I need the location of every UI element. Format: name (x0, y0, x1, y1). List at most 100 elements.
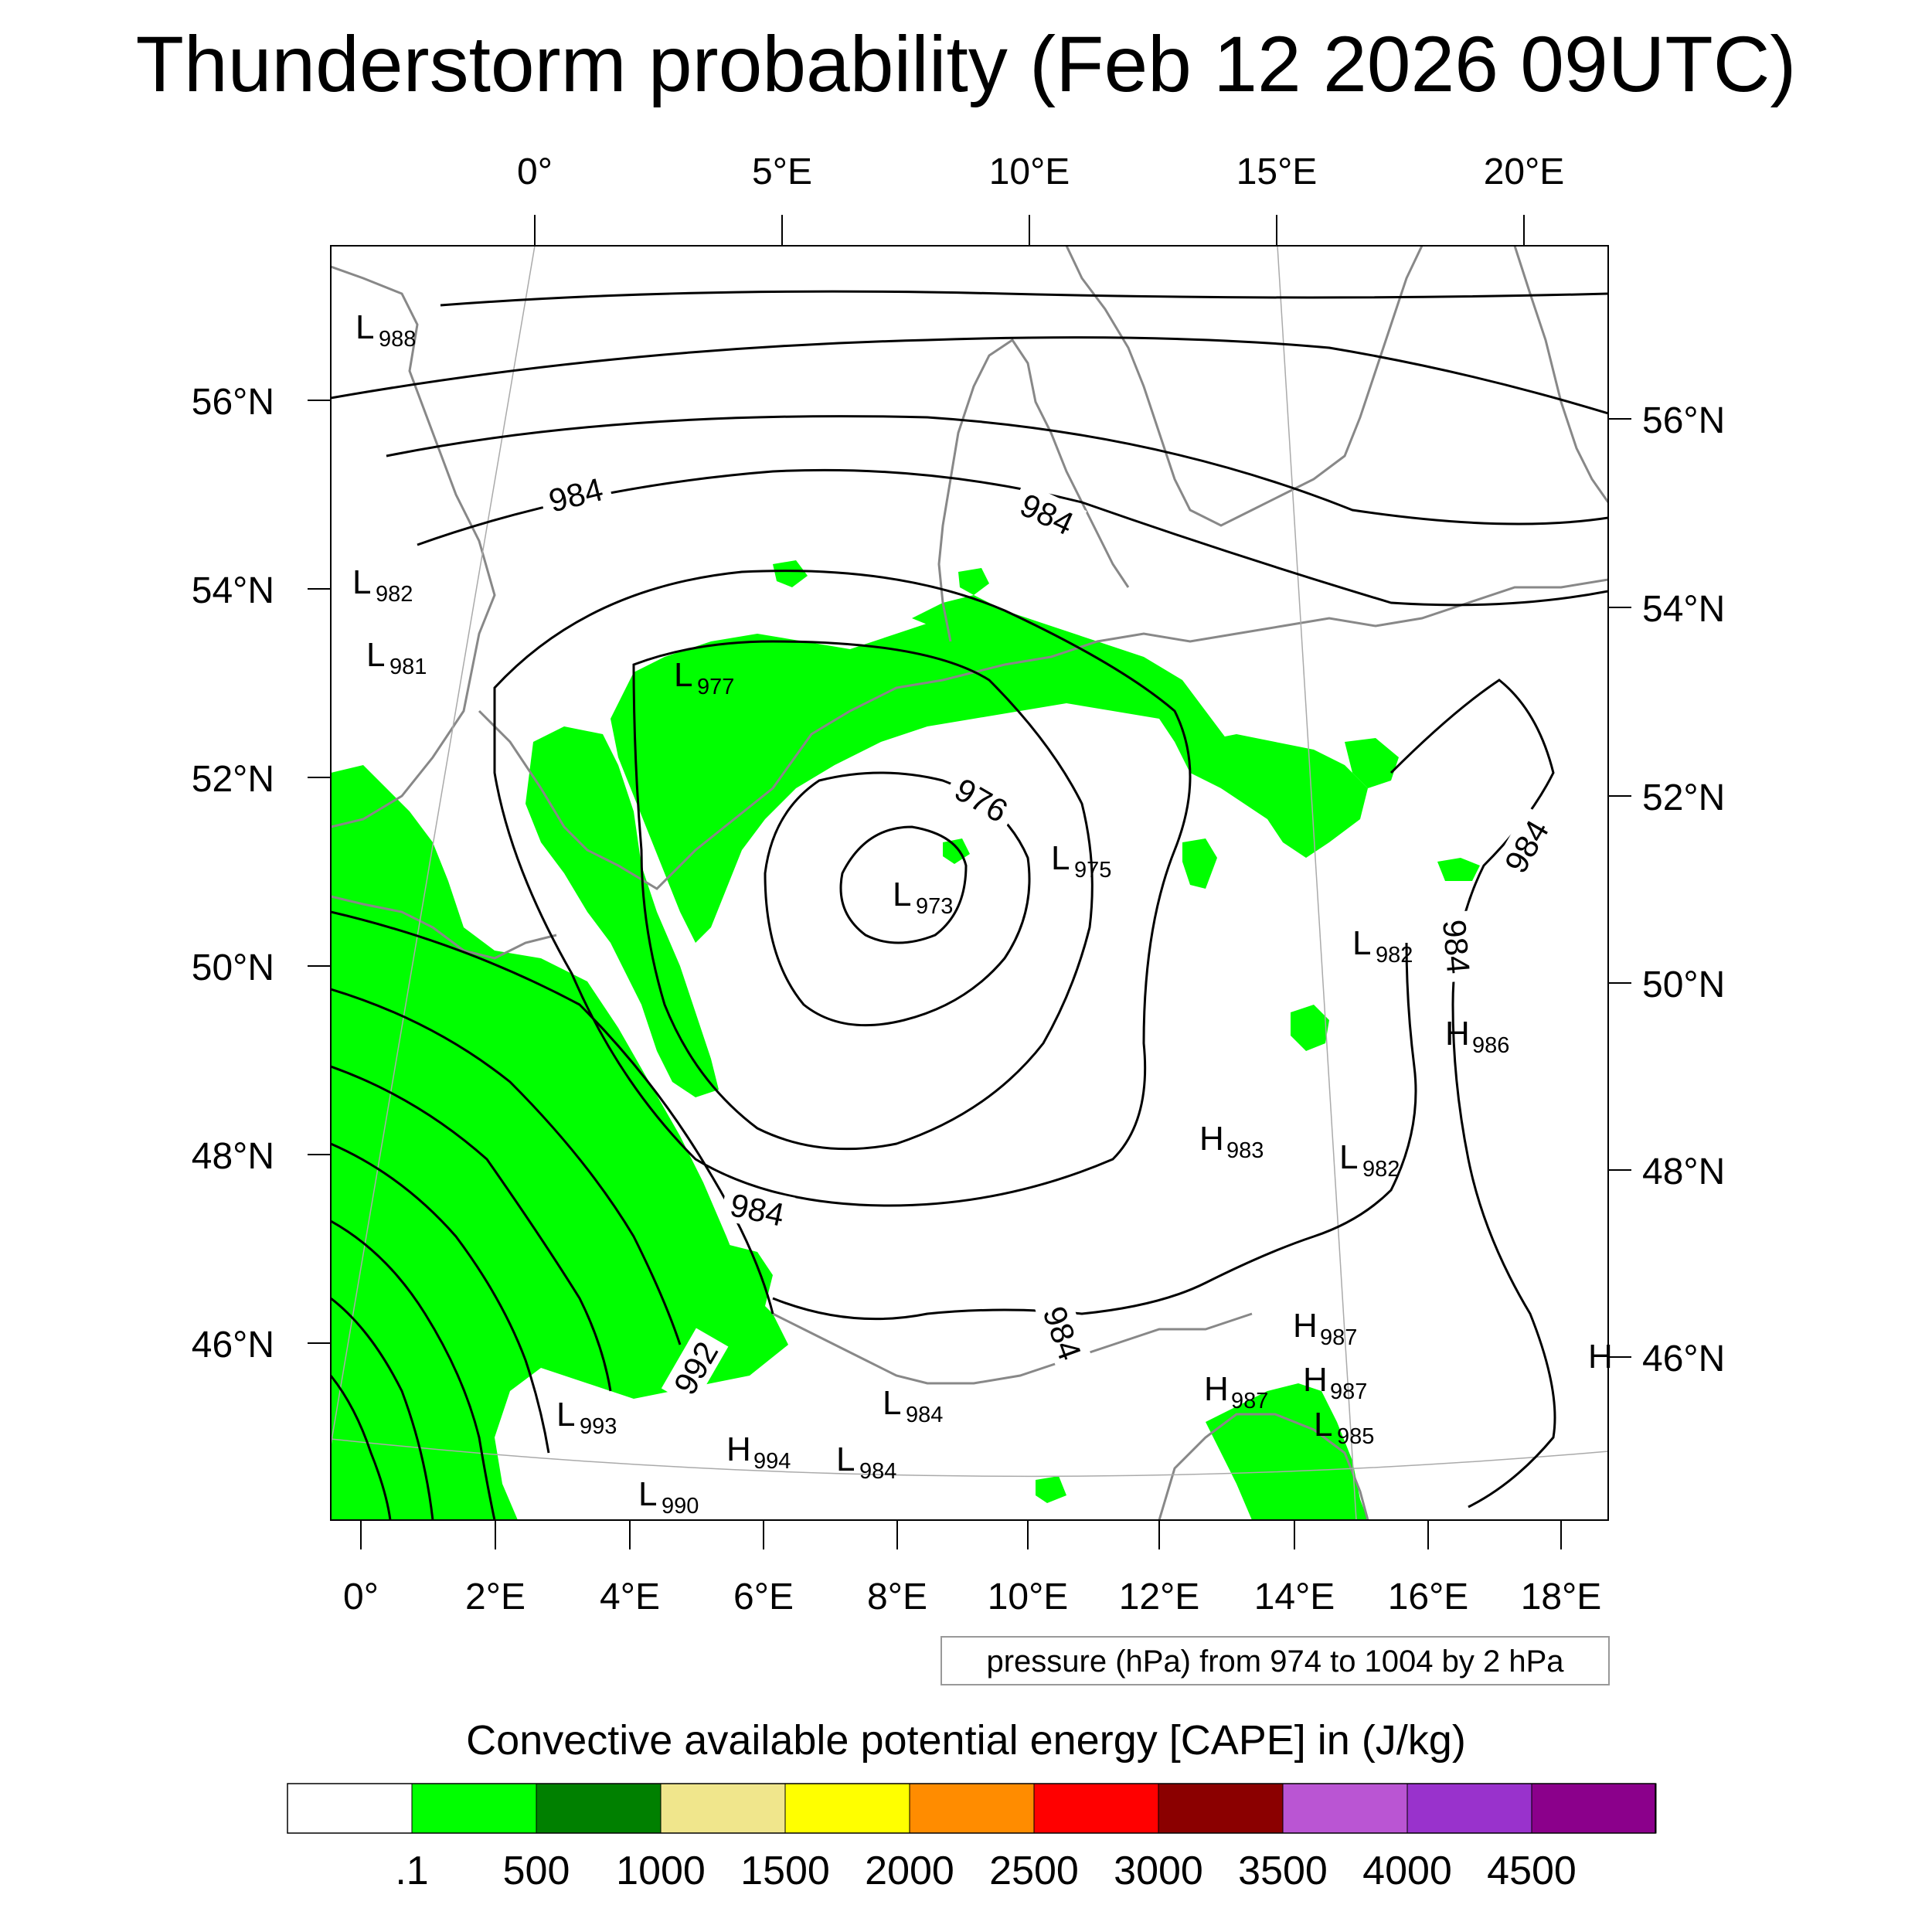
isobar-976-ring (764, 771, 1031, 1027)
svg-text:986: 986 (1472, 1033, 1509, 1058)
left-axis-label: 56°N (192, 382, 274, 423)
border-alps (772, 1312, 1253, 1385)
cape-region-adriatic (1206, 1383, 1368, 1520)
colorbar-ticks: .1 500 1000 1500 2000 2500 3000 3500 400… (395, 1849, 1577, 1893)
right-axis-label: 56°N (1642, 400, 1725, 441)
bottom-axis-label: 0° (343, 1577, 379, 1617)
cape-region-netherlands-germany (611, 618, 1175, 943)
bottom-axis-label: 16°E (1388, 1577, 1469, 1617)
pressure-center: H 994 (726, 1430, 791, 1474)
cape-region-southwest (331, 765, 788, 1520)
left-axis-label: 52°N (192, 759, 274, 800)
isobar-southwest-5 (331, 1219, 496, 1520)
colorbar-tick-label: 2500 (989, 1849, 1079, 1893)
isobar-south-alps (772, 942, 1417, 1321)
svg-text:973: 973 (916, 894, 953, 919)
pressure-center: L 982 (352, 563, 413, 607)
isobar-980-ring (632, 640, 1094, 1151)
pressure-center: L 984 (883, 1384, 943, 1427)
pressure-centers: L 988 L 982 L 981 L 977 L 973 L 975 L 982 H 986 … (352, 308, 1613, 1519)
colorbar-swatch (1282, 1783, 1408, 1834)
colorbar-tick-label: 1000 (616, 1849, 706, 1893)
pressure-center: L 981 (366, 636, 427, 679)
colorbar-swatch (1406, 1783, 1532, 1834)
contour-label-984-east-lower: 984 (1436, 918, 1477, 975)
bottom-axis-label: 10°E (988, 1577, 1069, 1617)
isobar-north-1 (440, 290, 1608, 307)
top-axis-label: 20°E (1484, 151, 1565, 192)
svg-text:H: H (1445, 1015, 1470, 1053)
svg-text:L: L (355, 308, 374, 346)
colorbar-swatch (1158, 1783, 1284, 1834)
svg-text:L: L (1352, 924, 1371, 962)
svg-text:982: 982 (376, 582, 413, 607)
pressure-center: H 983 (1199, 1120, 1264, 1163)
bottom-axis: 0° 2°E 4°E 6°E 8°E 10°E 12°E 14°E 16°E 1… (343, 1520, 1601, 1617)
svg-text:990: 990 (662, 1494, 699, 1519)
svg-text:984: 984 (906, 1403, 943, 1427)
svg-text:L: L (556, 1396, 575, 1434)
colorbar-frame (287, 1783, 1656, 1834)
svg-text:988: 988 (379, 327, 416, 352)
bottom-axis-label: 18°E (1521, 1577, 1602, 1617)
pressure-center: H 986 (1445, 1015, 1509, 1058)
pressure-center: H 987 (1204, 1370, 1268, 1413)
svg-text:993: 993 (580, 1414, 617, 1439)
bottom-axis-label: 4°E (600, 1577, 660, 1617)
left-axis-label: 46°N (192, 1325, 274, 1366)
colorbar: Convective available potential energy [C… (287, 1717, 1657, 1893)
colorbar-swatch (784, 1783, 910, 1834)
svg-text:H: H (1303, 1361, 1328, 1399)
svg-text:987: 987 (1231, 1389, 1268, 1413)
pressure-center: L 984 (836, 1440, 896, 1484)
cape-region-poland-east (1345, 738, 1399, 788)
pressure-center: L 973 (893, 876, 953, 919)
isobar-southwest-4 (331, 1142, 550, 1454)
colorbar-swatch (909, 1783, 1035, 1834)
cape-region-alps (719, 1244, 773, 1314)
pressure-center: L 975 (1051, 839, 1111, 883)
svg-text:L: L (674, 656, 692, 694)
figure-title: Thunderstorm probability (Feb 12 2026 09… (136, 20, 1797, 108)
pressure-center: L 977 (674, 656, 734, 699)
parallel-45n (331, 1438, 1608, 1478)
svg-text:L: L (883, 1384, 901, 1422)
colorbar-tick-label: 3500 (1238, 1849, 1328, 1893)
cape-region-czech (1291, 1005, 1329, 1051)
pressure-center: L 993 (556, 1396, 617, 1439)
right-axis-label: 54°N (1642, 589, 1725, 630)
svg-text:982: 982 (1376, 943, 1413, 968)
pressure-center: L 982 (1339, 1138, 1400, 1182)
right-axis-label: 48°N (1642, 1151, 1725, 1192)
svg-text:985: 985 (1337, 1424, 1374, 1449)
contour-info-text: pressure (hPa) from 974 to 1004 by 2 hPa (986, 1645, 1564, 1679)
pressure-center: L 988 (355, 308, 416, 352)
colorbar-tick-label: 4000 (1362, 1849, 1452, 1893)
colorbar-tick-label: 500 (503, 1849, 570, 1893)
svg-text:H: H (1204, 1370, 1229, 1408)
isobar-southwest-7 (331, 1375, 392, 1520)
cape-region-northern-fleck (773, 560, 808, 587)
coastline-iberia-channel (331, 895, 557, 960)
colorbar-tick-label: 3000 (1114, 1849, 1203, 1893)
svg-text:987: 987 (1320, 1325, 1357, 1350)
top-axis-label: 5°E (752, 151, 812, 192)
pressure-center: L 990 (638, 1475, 699, 1519)
pressure-center: H 987 (1293, 1307, 1357, 1350)
colorbar-swatch (536, 1783, 662, 1834)
colorbar-swatch (660, 1783, 786, 1834)
coastline-britain (331, 265, 496, 828)
isobar-southwest-1 (331, 910, 774, 1315)
isobar-north-2 (331, 336, 1608, 415)
isobar-southwest-6 (331, 1297, 434, 1520)
svg-text:H: H (1199, 1120, 1224, 1158)
bottom-axis-label: 6°E (733, 1577, 794, 1617)
cape-region-south-patch (1036, 1476, 1066, 1503)
isobar-974-ring (839, 825, 968, 944)
right-axis-label: 50°N (1642, 964, 1725, 1005)
top-axis-label: 10°E (989, 151, 1070, 192)
svg-text:L: L (893, 876, 911, 913)
cape-region-poland-west (1198, 734, 1368, 858)
bottom-axis-label: 12°E (1119, 1577, 1200, 1617)
